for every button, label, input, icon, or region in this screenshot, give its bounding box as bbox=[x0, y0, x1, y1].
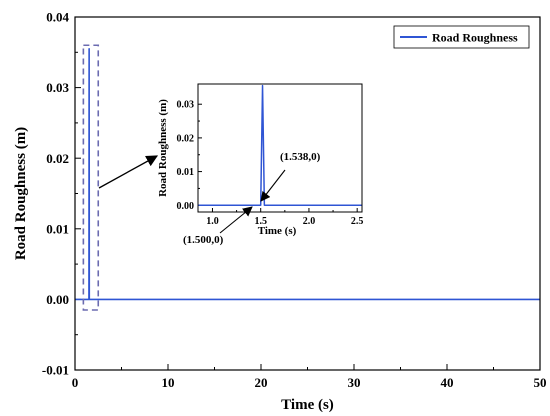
legend: Road Roughness bbox=[393, 25, 530, 49]
inset-background bbox=[198, 84, 362, 212]
inset-x-axis-label: Time (s) bbox=[258, 225, 297, 237]
main-y-axis-label: Road Roughness (m) bbox=[13, 127, 29, 260]
main-y-tick-label: 0.02 bbox=[46, 151, 69, 166]
main-x-tick-label: 0 bbox=[72, 375, 79, 390]
pointer-arrow bbox=[98, 155, 159, 189]
inset-x-tick-label: 1.5 bbox=[254, 216, 267, 227]
main-series-line-0 bbox=[75, 47, 540, 301]
inset-y-tick-label: 0.01 bbox=[177, 167, 195, 178]
main-tick-labels: 0 10 20 30 40 50 -0.01 0.00 0.01 0.02 0.03 0.04 bbox=[42, 10, 547, 390]
inset-y-tick-label: 0.03 bbox=[177, 100, 195, 111]
main-x-tick-label: 40 bbox=[441, 375, 454, 390]
main-x-tick-label: 30 bbox=[348, 375, 361, 390]
main-chart: 0 10 20 30 40 50 -0.01 0.00 0.01 0.02 0.03 0.04 Tim… bbox=[13, 10, 547, 413]
main-y-tick-label: 0.01 bbox=[46, 221, 69, 236]
inset-x-tick-label: 2.0 bbox=[303, 216, 316, 227]
annotation-start-point: (1.500,0) bbox=[183, 234, 224, 246]
annotation-arrow-end bbox=[260, 169, 286, 202]
inset-x-tick-label: 1.0 bbox=[206, 216, 219, 227]
main-x-tick-label: 20 bbox=[255, 375, 268, 390]
highlight-box bbox=[82, 44, 100, 311]
main-x-tick-label: 50 bbox=[534, 375, 547, 390]
legend-box bbox=[393, 25, 530, 49]
legend-label: Road Roughness bbox=[432, 31, 518, 45]
main-y-tick-label: 0.00 bbox=[46, 292, 69, 307]
inset-x-tick-label: 2.5 bbox=[351, 216, 364, 227]
main-x-tick-label: 10 bbox=[162, 375, 175, 390]
main-x-axis-label: Time (s) bbox=[281, 397, 334, 413]
inset-y-tick-label: 0.02 bbox=[177, 133, 195, 144]
main-series bbox=[75, 47, 540, 301]
main-y-tick-label: 0.04 bbox=[46, 10, 69, 25]
main-y-tick-label: -0.01 bbox=[42, 363, 69, 378]
annotation-end-point: (1.538,0) bbox=[280, 151, 321, 163]
inset-tick-labels: 1.0 1.5 2.0 2.5 0.00 0.01 0.02 0.03 bbox=[177, 100, 364, 227]
inset-plot-frame bbox=[197, 83, 363, 213]
inset-chart: 1.0 1.5 2.0 2.5 0.00 0.01 0.02 0.03 Time (s) Ro… bbox=[157, 83, 364, 246]
inset-series-line-0 bbox=[198, 84, 362, 207]
inset-y-tick-label: 0.00 bbox=[177, 201, 195, 212]
inset-y-axis-label: Road Roughness (m) bbox=[157, 99, 169, 197]
main-plot-frame bbox=[74, 16, 541, 371]
inset-series bbox=[198, 84, 362, 207]
annotation-arrow-start bbox=[219, 206, 253, 234]
main-y-tick-label: 0.03 bbox=[46, 80, 69, 95]
